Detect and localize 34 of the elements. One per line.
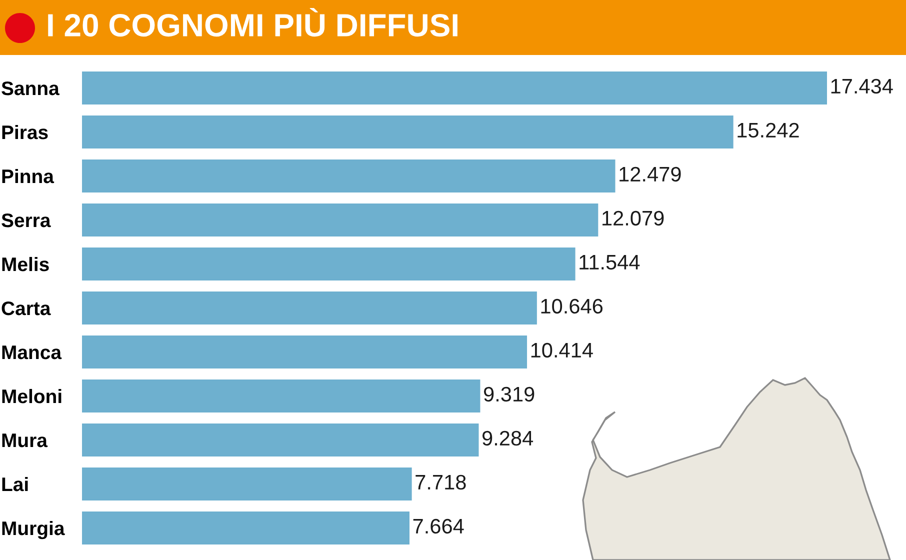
bar bbox=[82, 380, 480, 412]
y-tick-label: Manca bbox=[2, 346, 62, 360]
bar bbox=[82, 468, 412, 500]
bar bbox=[82, 116, 734, 148]
y-tick-label: Pinna bbox=[2, 168, 54, 184]
bar bbox=[82, 336, 528, 368]
bar bbox=[82, 512, 410, 544]
data-label: 10.414 bbox=[531, 342, 593, 358]
chart-title: I 20 COGNOMI PIÙ DIFFUSI bbox=[48, 8, 458, 37]
data-label: 10.646 bbox=[541, 298, 603, 314]
y-tick-label: Carta bbox=[2, 301, 51, 316]
data-label: 9.319 bbox=[484, 386, 534, 402]
y-tick-label: Sanna bbox=[2, 81, 60, 96]
data-label: 7.718 bbox=[416, 474, 466, 490]
y-tick-label: Piras bbox=[2, 124, 48, 140]
y-tick-label: Melis bbox=[2, 256, 49, 272]
y-tick-label: Mura bbox=[2, 434, 48, 448]
bar bbox=[82, 292, 537, 324]
bar bbox=[82, 160, 616, 192]
data-label: 9.284 bbox=[482, 430, 534, 446]
y-tick-label: Serra bbox=[2, 213, 51, 228]
data-label: 15.242 bbox=[738, 122, 799, 138]
data-label: 7.664 bbox=[413, 518, 464, 534]
y-tick-label: Murgia bbox=[2, 520, 65, 540]
bar bbox=[82, 72, 827, 104]
bar bbox=[82, 204, 598, 236]
bar bbox=[82, 424, 479, 456]
data-label: 11.544 bbox=[580, 255, 640, 270]
data-label: 12.079 bbox=[602, 210, 664, 226]
y-tick-label: Lai bbox=[2, 476, 28, 492]
y-tick-label: Meloni bbox=[2, 388, 62, 404]
bar bbox=[82, 248, 576, 280]
data-label: 12.479 bbox=[620, 166, 681, 182]
data-label: 17.434 bbox=[831, 78, 893, 94]
